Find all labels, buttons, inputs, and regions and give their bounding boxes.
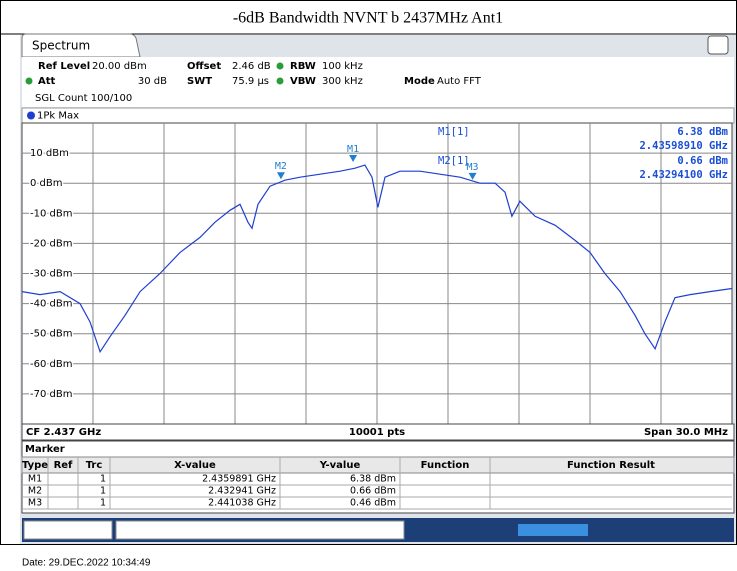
plot: 10 dBm 0 dBm -10 dBm -20 dBm -30 dBm -40 dBm -… — [21, 123, 733, 424]
cell: 2.4359891 GHz — [202, 474, 276, 485]
marker — [468, 172, 477, 180]
marker-table — [21, 440, 735, 514]
dot — [276, 77, 284, 85]
readout-level: 0.66 dBm — [677, 155, 728, 167]
column-header: Function Result — [567, 460, 655, 471]
table-header — [21, 456, 735, 474]
label: Mode — [404, 76, 435, 87]
cell: 0.46 dBm — [350, 498, 396, 509]
label: Offset — [187, 61, 221, 72]
cell: 2.441038 GHz — [208, 498, 276, 509]
marker-label: M3 — [467, 162, 479, 173]
footer-pts: 10001 pts — [349, 427, 405, 438]
marker — [276, 172, 285, 180]
progress — [518, 524, 588, 536]
column-header: Type — [22, 460, 48, 471]
table-title: Marker — [25, 444, 65, 455]
cell: 6.38 dBm — [350, 474, 396, 485]
column-header: X-value — [174, 460, 216, 471]
cell: 0.66 dBm — [350, 486, 396, 497]
y-tick-label: 10 dBm — [30, 148, 69, 159]
cell: 1 — [100, 498, 106, 509]
label: RBW — [290, 61, 316, 72]
cell: 1 — [100, 474, 106, 485]
value: 100 kHz — [322, 61, 363, 72]
column-header: Y-value — [319, 460, 361, 471]
marker — [349, 154, 358, 162]
title: -6dB Bandwidth NVNT b 2437MHz Ant1 — [233, 10, 503, 27]
readout-level: 6.38 dBm — [677, 126, 728, 138]
header — [22, 57, 734, 107]
y-tick-label: -70 dBm — [30, 389, 72, 400]
readout-freq: 2.43598910 GHz — [639, 140, 728, 152]
footer-cf: CF 2.437 GHz — [26, 427, 101, 438]
table: Type Ref Trc X-value Y-value Function Function… — [21, 456, 735, 510]
value: Auto FFT — [437, 76, 482, 87]
footer — [21, 423, 735, 441]
trace-bar — [21, 107, 735, 124]
status-box — [23, 520, 113, 540]
label: VBW — [290, 76, 316, 87]
y-tick-label: -40 dBm — [30, 299, 72, 310]
label: SWT — [187, 76, 212, 87]
status-box — [115, 520, 405, 540]
value: 2.46 dB — [232, 61, 271, 72]
tab[interactable] — [21, 33, 141, 58]
cell: 2.432941 GHz — [208, 486, 276, 497]
marker-label: M2 — [275, 161, 287, 172]
legend-dot — [27, 111, 35, 120]
cell: M3 — [28, 498, 42, 509]
column-header: Trc — [86, 460, 103, 471]
readout-freq: 2.43294100 GHz — [639, 169, 728, 181]
y-tick-label: -20 dBm — [30, 238, 72, 249]
dot — [276, 62, 284, 70]
icon[interactable] — [707, 35, 729, 55]
cell: M1 — [28, 474, 42, 485]
y-tick-label: -10 dBm — [30, 208, 72, 219]
date: Date: 29.DEC.2022 10:34:49 — [22, 558, 151, 569]
y-tick-label: -60 dBm — [30, 359, 72, 370]
trace — [21, 164, 733, 354]
readout-name: M2[1] — [438, 155, 470, 167]
cell: M2 — [28, 486, 42, 497]
value: 300 kHz — [322, 76, 363, 87]
y-tick-label: -50 dBm — [30, 329, 72, 340]
value: SGL Count 100/100 — [35, 93, 132, 104]
y-tick-label: -30 dBm — [30, 269, 72, 280]
value: 30 dB — [138, 76, 167, 87]
cell: 1 — [100, 486, 106, 497]
label: Att — [38, 76, 56, 87]
tab-label: Spectrum — [32, 39, 90, 53]
readout-name: M1[1] — [438, 126, 470, 138]
dot — [25, 77, 33, 85]
marker-label: M1 — [347, 144, 359, 155]
legend-label: 1Pk Max — [37, 111, 79, 122]
column-header: Ref — [54, 460, 73, 471]
footer-span: Span 30.0 MHz — [644, 427, 728, 438]
label: Ref Level — [38, 61, 90, 72]
y-tick-label: 0 dBm — [30, 178, 63, 189]
value: 20.00 dBm — [92, 61, 147, 72]
value: 75.9 µs — [232, 76, 269, 87]
column-header: Function — [421, 460, 470, 471]
